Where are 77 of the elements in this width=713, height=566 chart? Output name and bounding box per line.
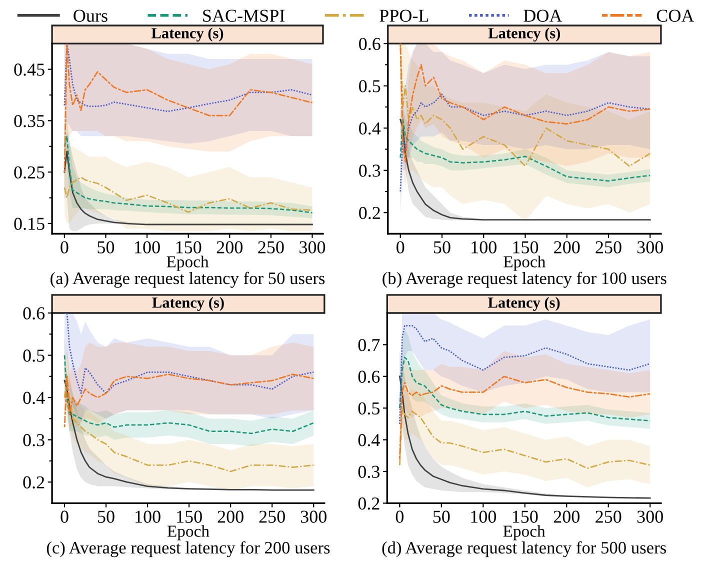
x-tick-label: 150 xyxy=(512,510,538,523)
y-tick-label: 0.6 xyxy=(358,370,380,383)
line-series xyxy=(400,118,651,182)
x-tick-label: 0 xyxy=(396,510,404,523)
y-tick-label: 0.45 xyxy=(14,64,44,76)
text: (a) Average request latency for 50 users xyxy=(50,272,325,288)
chart-title: Latency (s) xyxy=(152,28,224,42)
y-tick-label: 0.4 xyxy=(358,434,380,446)
x-tick-label: 150 xyxy=(513,241,538,254)
chart-title: Latency (s) xyxy=(152,297,224,311)
legend-label: PPO-L xyxy=(380,10,428,22)
line-series xyxy=(64,313,314,394)
x-tick-label: 100 xyxy=(135,241,160,254)
y-tick-label: 0.5 xyxy=(359,80,380,92)
y-tick-label: 0.6 xyxy=(359,38,380,50)
text: (d) Average request latency for 500 users xyxy=(382,541,666,558)
x-tick-label: 150 xyxy=(177,510,202,523)
x-tick-label: 200 xyxy=(218,510,244,523)
legend-label: COA xyxy=(656,10,694,22)
y-tick-label: 0.4 xyxy=(359,122,381,135)
x-axis-title: Epoch xyxy=(167,525,210,540)
x-tick-label: 100 xyxy=(471,510,496,523)
x-tick-label: 0 xyxy=(60,241,68,254)
chart-title: Latency (s) xyxy=(488,297,560,311)
y-tick-label: 0.3 xyxy=(359,164,380,177)
line-series xyxy=(398,407,651,470)
x-tick-label: 250 xyxy=(596,241,622,254)
y-tick-label: 0.5 xyxy=(23,350,44,362)
legend-label: Ours xyxy=(74,10,108,22)
text: (c) Average request latency for 200 users xyxy=(46,541,330,558)
legend-label: DOA xyxy=(524,10,562,22)
x-tick-label: 300 xyxy=(637,510,663,523)
x-tick-label: 200 xyxy=(216,241,242,254)
chart-title: Latency (s) xyxy=(488,28,560,42)
x-tick-label: 50 xyxy=(98,241,114,254)
y-tick-label: 0.3 xyxy=(358,466,380,478)
x-tick-label: 0 xyxy=(396,241,404,254)
line-series xyxy=(64,44,313,173)
line-series xyxy=(64,354,314,434)
y-tick-label: 0.25 xyxy=(14,166,44,179)
x-tick-label: 300 xyxy=(300,241,326,254)
x-tick-label: 250 xyxy=(596,510,622,523)
x-tick-label: 300 xyxy=(300,510,326,523)
x-tick-label: 100 xyxy=(136,510,160,523)
y-tick-label: 0.6 xyxy=(23,307,45,320)
x-axis-title: Epoch xyxy=(166,256,209,271)
line-series xyxy=(64,376,314,472)
x-tick-label: 100 xyxy=(472,241,496,254)
x-tick-label: 250 xyxy=(258,241,284,254)
x-tick-label: 50 xyxy=(434,241,450,254)
legend-label: SAC-MSPI xyxy=(203,10,285,22)
line-series xyxy=(64,44,313,112)
x-tick-label: 250 xyxy=(259,510,285,523)
line-series xyxy=(398,376,651,460)
x-tick-label: 300 xyxy=(637,241,663,254)
x-tick-label: 150 xyxy=(176,241,202,254)
y-tick-label: 0.2 xyxy=(359,206,380,220)
y-tick-label: 0.15 xyxy=(14,218,44,230)
x-tick-label: 200 xyxy=(554,241,580,254)
line-series xyxy=(64,374,314,428)
y-tick-label: 0.3 xyxy=(23,434,44,446)
y-tick-label: 0.2 xyxy=(23,476,44,489)
x-axis-title: Epoch xyxy=(504,256,546,271)
x-axis-title: Epoch xyxy=(503,525,546,540)
y-tick-label: 0.5 xyxy=(358,402,380,415)
x-tick-label: 50 xyxy=(98,510,114,523)
line-series xyxy=(64,135,313,214)
x-tick-label: 200 xyxy=(554,510,580,523)
text: (b) Average request latency for 100 users xyxy=(382,272,666,288)
y-tick-label: 0.4 xyxy=(23,392,45,404)
x-tick-label: 50 xyxy=(433,510,450,523)
y-tick-label: 0.7 xyxy=(358,338,380,352)
x-tick-label: 0 xyxy=(60,510,68,523)
line-series xyxy=(398,376,651,499)
y-tick-label: 0.35 xyxy=(14,114,44,128)
line-series xyxy=(64,176,313,213)
y-tick-label: 0.2 xyxy=(358,497,380,510)
